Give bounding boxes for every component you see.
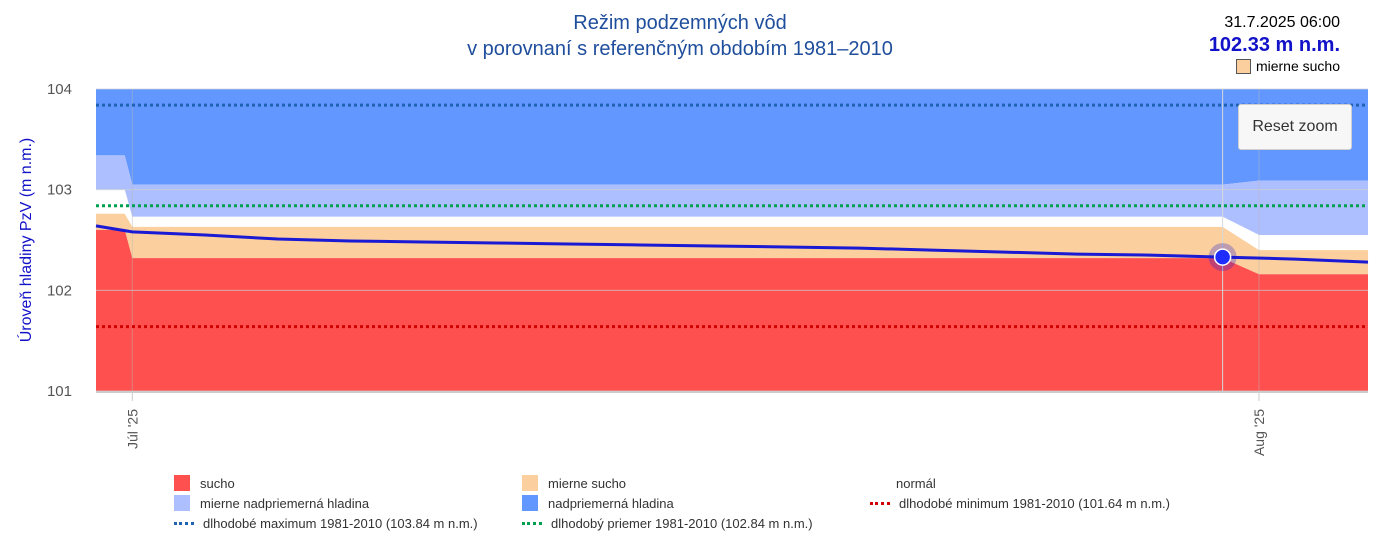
legend-label: sucho xyxy=(200,475,235,491)
chart-title: Režim podzemných vôd v porovnaní s refer… xyxy=(390,10,970,62)
chart-legend: sucho mierne sucho normál mierne nadpriemer… xyxy=(0,470,1382,540)
legend-item[interactable]: nadpriemerná hladina xyxy=(522,493,674,513)
band-nadpriemerna xyxy=(96,89,1368,185)
legend-swatch xyxy=(522,475,538,491)
y-tick-label: 102 xyxy=(47,282,72,299)
legend-item[interactable]: sucho xyxy=(174,473,235,493)
legend-item[interactable]: dlhodobé minimum 1981-2010 (101.64 m n.m… xyxy=(870,493,1170,513)
legend-swatch xyxy=(174,521,194,525)
legend-item[interactable]: dlhodobé maximum 1981-2010 (103.84 m n.m… xyxy=(174,513,478,533)
current-value-box: 31.7.2025 06:00 102.33 m n.m. mierne suc… xyxy=(1209,13,1340,75)
legend-swatch xyxy=(174,475,190,491)
legend-label: mierne sucho xyxy=(548,475,627,491)
current-category-label: mierne sucho xyxy=(1255,58,1340,74)
band-normal xyxy=(96,189,1368,251)
band-mierne-nadpriemerna xyxy=(96,155,1368,235)
legend-swatch xyxy=(174,495,190,511)
legend-label: dlhodobý priemer 1981-2010 (102.84 m n.m… xyxy=(551,515,813,531)
chart-title-line2: v porovnaní s referenčným obdobím 1981–2… xyxy=(467,38,893,60)
current-category: mierne sucho xyxy=(1209,57,1340,75)
category-swatch xyxy=(1235,58,1251,74)
legend-label: nadpriemerná hladina xyxy=(548,495,674,511)
legend-label: normál xyxy=(896,475,936,491)
highlight-point xyxy=(1213,248,1232,266)
y-tick-label: 101 xyxy=(47,383,72,400)
reset-zoom-button[interactable]: Reset zoom xyxy=(1238,104,1352,150)
legend-item[interactable]: mierne nadpriemerná hladina xyxy=(174,493,369,513)
y-tick-label: 104 xyxy=(47,81,72,98)
band-sucho xyxy=(96,229,1368,391)
axes-layer: 101 102 103 104 Júl '25 Aug '25 xyxy=(47,81,1368,456)
series-line-hladina xyxy=(95,224,1369,264)
current-date: 31.7.2025 06:00 xyxy=(1224,14,1340,31)
legend-swatch xyxy=(870,501,890,505)
chart-title-line1: Režim podzemných vôd xyxy=(573,12,787,34)
series-layer xyxy=(95,89,1369,391)
y-axis-label: Úroveň hladiny PzV (m n.m.) xyxy=(16,138,35,343)
legend-label: dlhodobé minimum 1981-2010 (101.64 m n.m… xyxy=(899,495,1170,511)
legend-item[interactable]: normál xyxy=(870,473,936,493)
legend-swatch xyxy=(522,495,538,511)
legend-label: dlhodobé maximum 1981-2010 (103.84 m n.m… xyxy=(203,515,478,531)
legend-label: mierne nadpriemerná hladina xyxy=(200,495,370,511)
current-value: 102.33 m n.m. xyxy=(1208,34,1340,56)
legend-swatch xyxy=(870,475,886,491)
x-tick-label: Júl '25 xyxy=(124,409,140,449)
reference-lines xyxy=(96,103,1368,329)
legend-item[interactable]: dlhodobý priemer 1981-2010 (102.84 m n.m… xyxy=(522,513,813,533)
x-tick-label: Aug '25 xyxy=(1251,409,1267,456)
y-tick-label: 103 xyxy=(47,182,72,199)
band-mierne-sucho xyxy=(96,213,1368,275)
legend-item[interactable]: mierne sucho xyxy=(522,473,626,493)
legend-swatch xyxy=(522,521,542,525)
band-areas xyxy=(96,89,1368,391)
